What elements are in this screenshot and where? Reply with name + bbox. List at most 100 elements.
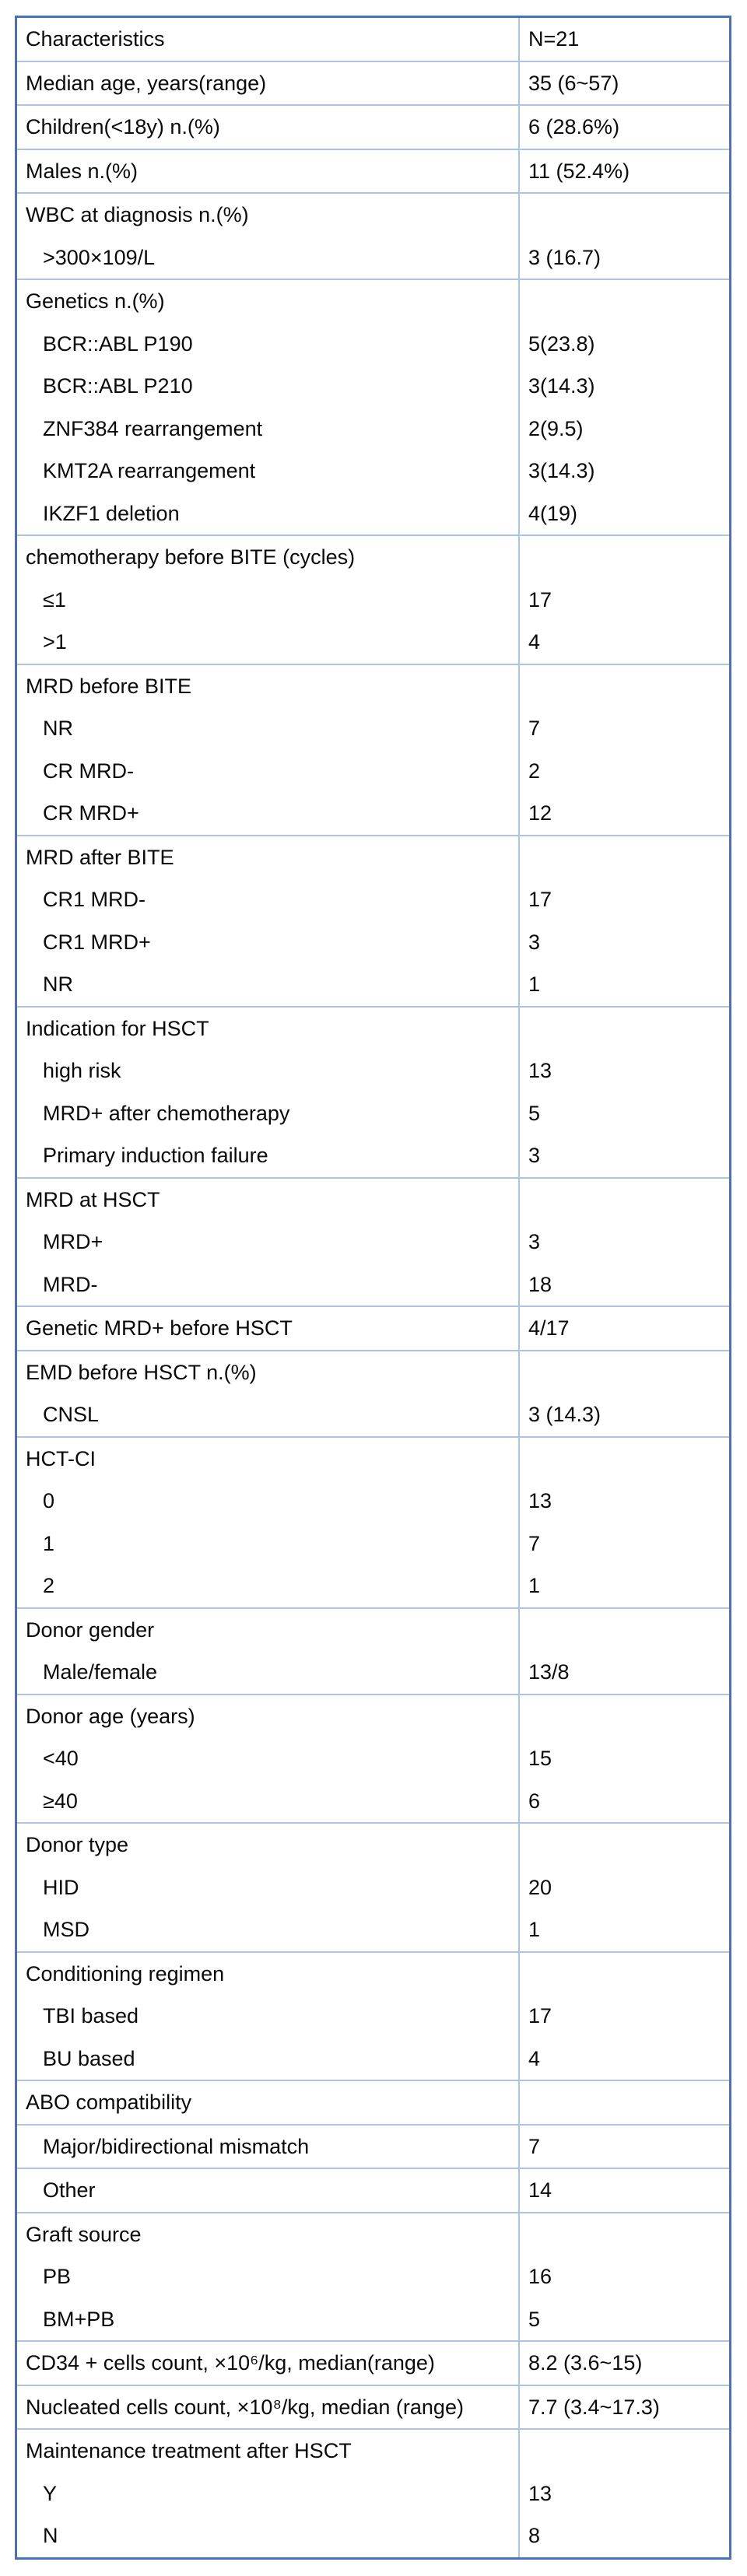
label-column: CD34 + cells count, ×10⁶/kg, median(rang… (17, 2342, 520, 2385)
row-value (520, 194, 729, 237)
table-group-row: MRD after BITE CR1 MRD- CR1 MRD+ NR 17 3 1 (17, 834, 729, 1006)
row-value: 3 (16.7) (528, 245, 601, 269)
label-column: Children(<18y) n.(%) (17, 106, 520, 149)
row-label: CR1 MRD- (43, 888, 146, 911)
value-column: 13/8 (520, 1609, 729, 1694)
row-value: 8 (528, 2524, 541, 2547)
value-column: 8.2 (3.6~15) (520, 2342, 729, 2385)
table-group-row: Donor type HID MSD 20 1 (17, 1822, 729, 1951)
table-group-row: WBC at diagnosis n.(%) >300×109/L 3 (16.7) (17, 192, 729, 279)
row-label: 1 (43, 1531, 55, 1555)
row-label: Other (43, 2178, 96, 2202)
value-column: 17 4 (520, 1953, 729, 2080)
table-group-row: Donor gender Male/female 13/8 (17, 1607, 729, 1694)
row-label: 2 (43, 1574, 55, 1597)
row-label: ZNF384 rearrangement (43, 416, 263, 440)
table-group-row: Major/bidirectional mismatch 7 (17, 2123, 729, 2168)
row-label: CD34 + cells count, ×10⁶/kg, median(rang… (26, 2351, 435, 2374)
row-value: 11 (52.4%) (528, 159, 630, 183)
row-label: BCR::ABL P210 (43, 374, 193, 398)
table-group-row: chemotherapy before BITE (cycles) ≤1 >1 17 4 (17, 534, 729, 664)
row-value: 17 (528, 587, 552, 612)
row-value (520, 1609, 729, 1652)
row-value: 1 (528, 1918, 541, 1941)
label-column: Donor age (years) <40 ≥40 (17, 1695, 520, 1822)
row-value: 3 (528, 1144, 541, 1167)
label-column: MRD after BITE CR1 MRD- CR1 MRD+ NR (17, 836, 520, 1006)
row-label: CR MRD- (43, 759, 134, 783)
row-value (520, 836, 729, 879)
label-column: Genetic MRD+ before HSCT (17, 1307, 520, 1350)
row-label: chemotherapy before BITE (cycles) (26, 545, 356, 569)
row-label: Children(<18y) n.(%) (26, 115, 220, 138)
value-column: 7 (520, 2126, 729, 2168)
value-column: 17 3 1 (520, 836, 729, 1006)
header-label-cell: Characteristics (26, 27, 165, 51)
value-column: 13 8 (520, 2430, 729, 2557)
row-value: 8.2 (3.6~15) (528, 2351, 643, 2374)
row-value: 7 (528, 1531, 541, 1555)
table-group-row: Children(<18y) n.(%) 6 (28.6%) (17, 104, 729, 149)
row-label: Males n.(%) (26, 159, 139, 183)
value-column: 20 1 (520, 1824, 729, 1951)
label-column: EMD before HSCT n.(%) CNSL (17, 1351, 520, 1436)
row-label: Indication for HSCT (26, 1016, 209, 1040)
row-label: HCT-CI (26, 1446, 96, 1470)
row-label: KMT2A rearrangement (43, 459, 256, 482)
label-column: chemotherapy before BITE (cycles) ≤1 >1 (17, 536, 520, 664)
row-value: 2 (528, 759, 541, 783)
row-label: BCR::ABL P190 (43, 331, 193, 356)
row-label: TBI based (43, 2004, 139, 2028)
row-value: 1 (528, 973, 541, 996)
value-column: 14 (520, 2169, 729, 2212)
row-label: Y (43, 2481, 58, 2505)
row-label: >300×109/L (43, 245, 156, 269)
table-group-row: Males n.(%) 11 (52.4%) (17, 148, 729, 193)
row-label: IKZF1 deletion (43, 501, 180, 525)
row-value: 6 (528, 1789, 541, 1813)
label-column: ABO compatibility (17, 2081, 520, 2124)
row-label: WBC at diagnosis n.(%) (26, 203, 249, 226)
row-label: Primary induction failure (43, 1144, 268, 1167)
row-label: Graft source (26, 2222, 142, 2246)
row-label: CR MRD+ (43, 801, 139, 825)
row-value (520, 536, 729, 579)
row-label: PB (43, 2265, 72, 2288)
row-value (520, 1179, 729, 1221)
row-label: N (43, 2524, 58, 2547)
row-value: 5 (528, 1101, 541, 1125)
value-column (520, 2081, 729, 2124)
row-value: 17 (528, 888, 552, 911)
row-label: ≥40 (43, 1789, 78, 1813)
row-value: 7 (528, 2134, 541, 2158)
row-value: 13 (528, 1489, 552, 1512)
value-column: 11 (52.4%) (520, 150, 729, 193)
value-column: 3 18 (520, 1179, 729, 1306)
row-label: Donor type (26, 1833, 129, 1856)
value-column: 35 (6~57) (520, 62, 729, 105)
row-label: MRD+ (43, 1230, 103, 1253)
row-label: ABO compatibility (26, 2091, 192, 2114)
row-label: EMD before HSCT n.(%) (26, 1360, 257, 1384)
row-label: MRD- (43, 1272, 98, 1296)
row-value: 13 (528, 1059, 552, 1082)
row-value (520, 665, 729, 708)
row-label: Nucleated cells count, ×10⁸/kg, median (… (26, 2395, 464, 2419)
row-value (520, 1953, 729, 1996)
label-column: Conditioning regimen TBI based BU based (17, 1952, 520, 2080)
row-value: 15 (528, 1747, 552, 1770)
table-group-row: Genetic MRD+ before HSCT 4/17 (17, 1306, 729, 1350)
row-value: 16 (528, 2265, 552, 2288)
value-column: 17 4 (520, 536, 729, 664)
row-label: Genetics n.(%) (26, 289, 165, 313)
value-column: 7 2 12 (520, 665, 729, 835)
value-column: 3 (16.7) (520, 194, 729, 279)
row-value: 20 (528, 1875, 552, 1899)
label-column: Characteristics (17, 18, 520, 61)
value-column: 4/17 (520, 1307, 729, 1350)
label-column: Donor gender Male/female (17, 1608, 520, 1694)
row-value: 2(9.5) (528, 416, 584, 440)
row-value (520, 1351, 729, 1394)
row-label: MSD (43, 1918, 89, 1941)
